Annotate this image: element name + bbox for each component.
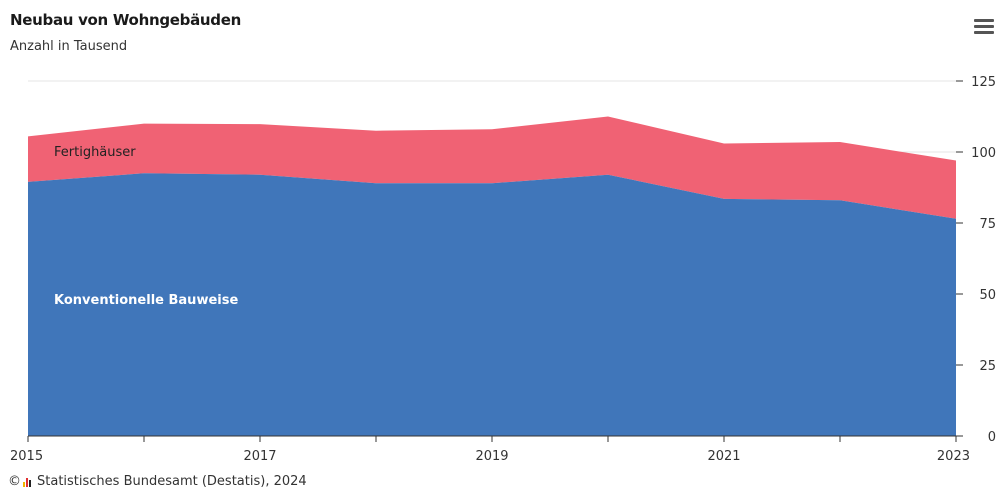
y-tick-label: 25 xyxy=(979,359,996,374)
x-tick-label: 2017 xyxy=(243,449,276,464)
y-tick-label: 100 xyxy=(971,146,996,161)
y-tick-label: 0 xyxy=(988,430,996,445)
chart-subtitle: Anzahl in Tausend xyxy=(10,39,128,54)
y-tick-label: 75 xyxy=(979,217,996,232)
series-label-fertighaeuser: Fertighäuser xyxy=(54,145,136,160)
x-tick-label: 2015 xyxy=(10,449,43,464)
y-tick-label: 125 xyxy=(971,75,996,90)
copyright-symbol: © xyxy=(8,474,21,489)
credit-text: Statistisches Bundesamt (Destatis), 2024 xyxy=(37,474,307,489)
series-label-konventionelle-bauweise: Konventionelle Bauweise xyxy=(54,293,238,308)
y-tick-label: 50 xyxy=(979,288,996,303)
hamburger-menu-icon[interactable] xyxy=(974,19,994,37)
area-fertighaeuser xyxy=(28,116,956,219)
source-credit: © Statistisches Bundesamt (Destatis), 20… xyxy=(8,474,307,489)
destatis-logo-icon xyxy=(23,477,32,487)
area-konventionelle-bauweise xyxy=(28,173,956,437)
chart-title: Neubau von Wohngebäuden xyxy=(10,11,241,29)
x-tick-label: 2021 xyxy=(707,449,740,464)
x-tick-label: 2019 xyxy=(475,449,508,464)
x-tick-label: 2023 xyxy=(937,449,970,464)
